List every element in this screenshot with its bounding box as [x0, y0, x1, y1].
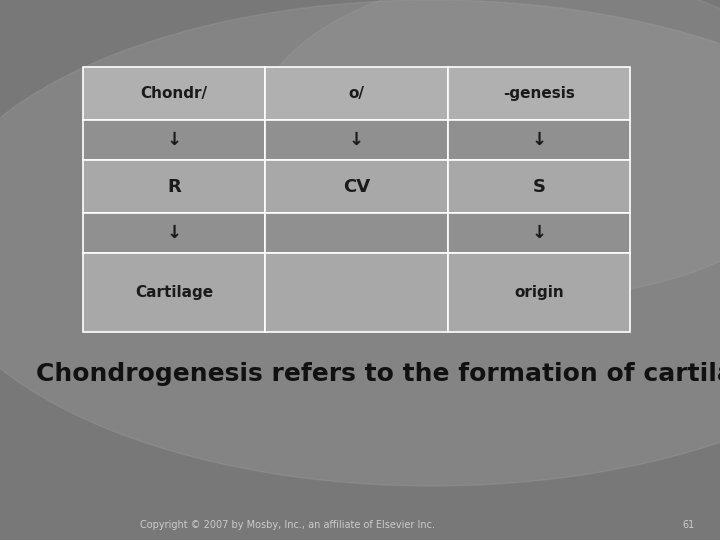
Text: -genesis: -genesis	[503, 86, 575, 102]
Bar	[83, 68, 265, 120]
Bar	[265, 120, 448, 160]
Text: o/: o/	[348, 86, 364, 102]
Text: Cartilage: Cartilage	[135, 285, 213, 300]
Text: CV: CV	[343, 178, 370, 195]
Ellipse shape	[0, 0, 720, 486]
Text: ↓: ↓	[166, 224, 181, 242]
Bar	[265, 253, 448, 332]
Text: origin: origin	[514, 285, 564, 300]
Text: 61: 61	[683, 520, 695, 530]
Bar	[448, 213, 630, 253]
Text: ↓: ↓	[531, 131, 546, 149]
Bar	[448, 68, 630, 120]
Bar	[265, 213, 448, 253]
Ellipse shape	[252, 0, 720, 297]
Bar	[448, 120, 630, 160]
Text: Copyright © 2007 by Mosby, Inc., an affiliate of Elsevier Inc.: Copyright © 2007 by Mosby, Inc., an affi…	[140, 520, 436, 530]
Text: Chondr/: Chondr/	[140, 86, 207, 102]
Bar	[448, 160, 630, 213]
Text: R: R	[167, 178, 181, 195]
Bar	[265, 68, 448, 120]
Bar	[265, 160, 448, 213]
Text: ↓: ↓	[348, 131, 364, 149]
Text: S: S	[532, 178, 545, 195]
Bar	[448, 253, 630, 332]
Text: ↓: ↓	[531, 224, 546, 242]
Bar	[83, 120, 265, 160]
Bar	[83, 160, 265, 213]
Text: ↓: ↓	[166, 131, 181, 149]
Bar	[83, 253, 265, 332]
Text: Chondrogenesis refers to the formation of cartilage: Chondrogenesis refers to the formation o…	[36, 362, 720, 386]
Bar	[83, 213, 265, 253]
